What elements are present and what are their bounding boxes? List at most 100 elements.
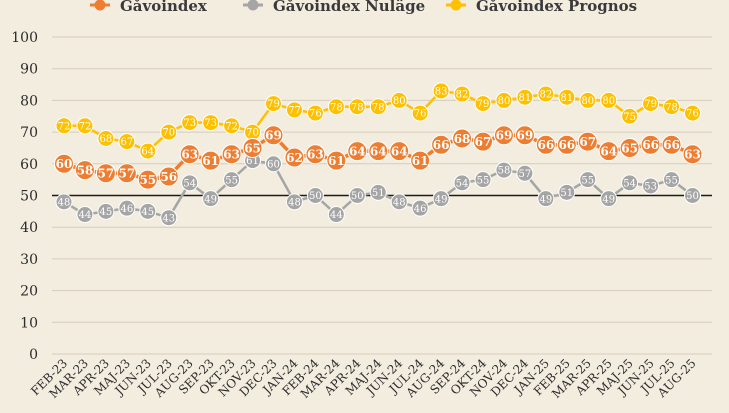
data-point xyxy=(306,187,324,204)
data-point xyxy=(579,171,597,189)
data-point xyxy=(160,209,178,227)
data-point xyxy=(181,174,199,192)
data-label: 51 xyxy=(560,188,573,199)
data-label: 56 xyxy=(160,170,177,184)
data-point xyxy=(181,114,199,132)
data-point xyxy=(558,88,576,106)
data-point xyxy=(95,163,116,184)
data-point xyxy=(411,199,429,217)
data-point xyxy=(621,107,639,125)
data-label: 57 xyxy=(519,169,532,180)
data-label: 80 xyxy=(393,96,406,107)
data-point xyxy=(558,183,576,201)
legend-label: Gåvoindex Nuläge xyxy=(273,0,425,15)
data-point xyxy=(535,134,556,155)
data-point xyxy=(179,144,200,165)
data-point xyxy=(410,150,431,171)
data-label: 76 xyxy=(686,109,699,120)
data-point xyxy=(390,91,408,109)
data-label: 57 xyxy=(118,167,135,181)
data-point xyxy=(116,163,137,184)
data-label: 55 xyxy=(225,175,238,186)
data-point xyxy=(223,171,241,189)
data-point xyxy=(118,133,136,151)
legend-label: Gåvoindex xyxy=(120,0,208,15)
data-point xyxy=(327,206,345,224)
y-tick-label: 100 xyxy=(11,30,38,46)
data-point xyxy=(139,202,157,220)
y-tick-label: 0 xyxy=(29,347,38,363)
data-label: 58 xyxy=(77,163,94,177)
y-tick-label: 80 xyxy=(20,93,38,109)
data-point xyxy=(682,144,703,165)
data-point xyxy=(158,166,179,187)
data-label: 68 xyxy=(100,134,113,145)
data-point xyxy=(579,91,597,109)
data-point xyxy=(348,187,366,204)
data-point xyxy=(306,104,324,122)
data-point xyxy=(347,141,368,162)
data-point xyxy=(600,190,618,208)
data-point xyxy=(76,117,94,135)
data-label: 64 xyxy=(600,144,617,158)
data-point xyxy=(305,144,326,165)
data-label: 65 xyxy=(244,141,261,155)
data-point xyxy=(369,98,387,116)
data-point xyxy=(514,125,535,146)
data-label: 67 xyxy=(579,135,596,149)
y-tick-label: 30 xyxy=(20,252,38,268)
data-label: 64 xyxy=(349,144,366,158)
data-point xyxy=(200,150,221,171)
data-label: 65 xyxy=(621,141,638,155)
data-point xyxy=(263,125,284,146)
data-label: 55 xyxy=(477,175,490,186)
data-point xyxy=(640,134,661,155)
y-tick-label: 60 xyxy=(20,157,38,173)
data-label: 57 xyxy=(98,167,115,181)
data-point xyxy=(493,125,514,146)
data-label: 66 xyxy=(663,138,680,152)
data-label: 72 xyxy=(58,121,71,132)
data-label: 61 xyxy=(412,154,429,168)
data-label: 77 xyxy=(288,106,301,117)
data-label: 63 xyxy=(307,148,324,162)
data-point xyxy=(684,187,701,204)
data-point xyxy=(202,190,220,208)
data-label: 58 xyxy=(498,166,511,177)
data-label: 68 xyxy=(454,132,471,146)
data-label: 69 xyxy=(517,129,534,143)
data-label: 66 xyxy=(642,138,659,152)
data-point xyxy=(663,171,681,189)
data-point xyxy=(452,128,473,149)
data-label: 63 xyxy=(223,148,240,162)
data-label: 76 xyxy=(414,109,427,120)
data-label: 55 xyxy=(665,175,678,186)
data-label: 53 xyxy=(644,182,657,193)
data-point xyxy=(411,104,429,122)
data-point xyxy=(160,123,178,141)
data-point xyxy=(54,153,74,174)
data-label: 66 xyxy=(558,138,575,152)
data-point xyxy=(516,88,534,106)
data-label: 64 xyxy=(391,144,408,158)
data-label: 50 xyxy=(351,191,364,202)
data-label: 67 xyxy=(120,137,133,148)
data-label: 83 xyxy=(435,86,448,97)
data-point xyxy=(348,98,366,116)
data-point xyxy=(265,155,282,173)
data-point xyxy=(453,174,471,192)
data-label: 43 xyxy=(162,213,175,224)
data-point xyxy=(118,199,136,217)
data-label: 63 xyxy=(181,148,198,162)
data-label: 49 xyxy=(602,194,615,205)
data-point xyxy=(537,85,555,103)
data-label: 80 xyxy=(498,96,511,107)
data-point xyxy=(223,117,241,135)
data-point xyxy=(137,169,158,190)
data-label: 69 xyxy=(496,129,513,143)
data-point xyxy=(55,117,73,135)
data-label: 55 xyxy=(581,175,594,186)
data-point xyxy=(74,160,95,181)
legend-swatch-marker xyxy=(247,0,259,11)
